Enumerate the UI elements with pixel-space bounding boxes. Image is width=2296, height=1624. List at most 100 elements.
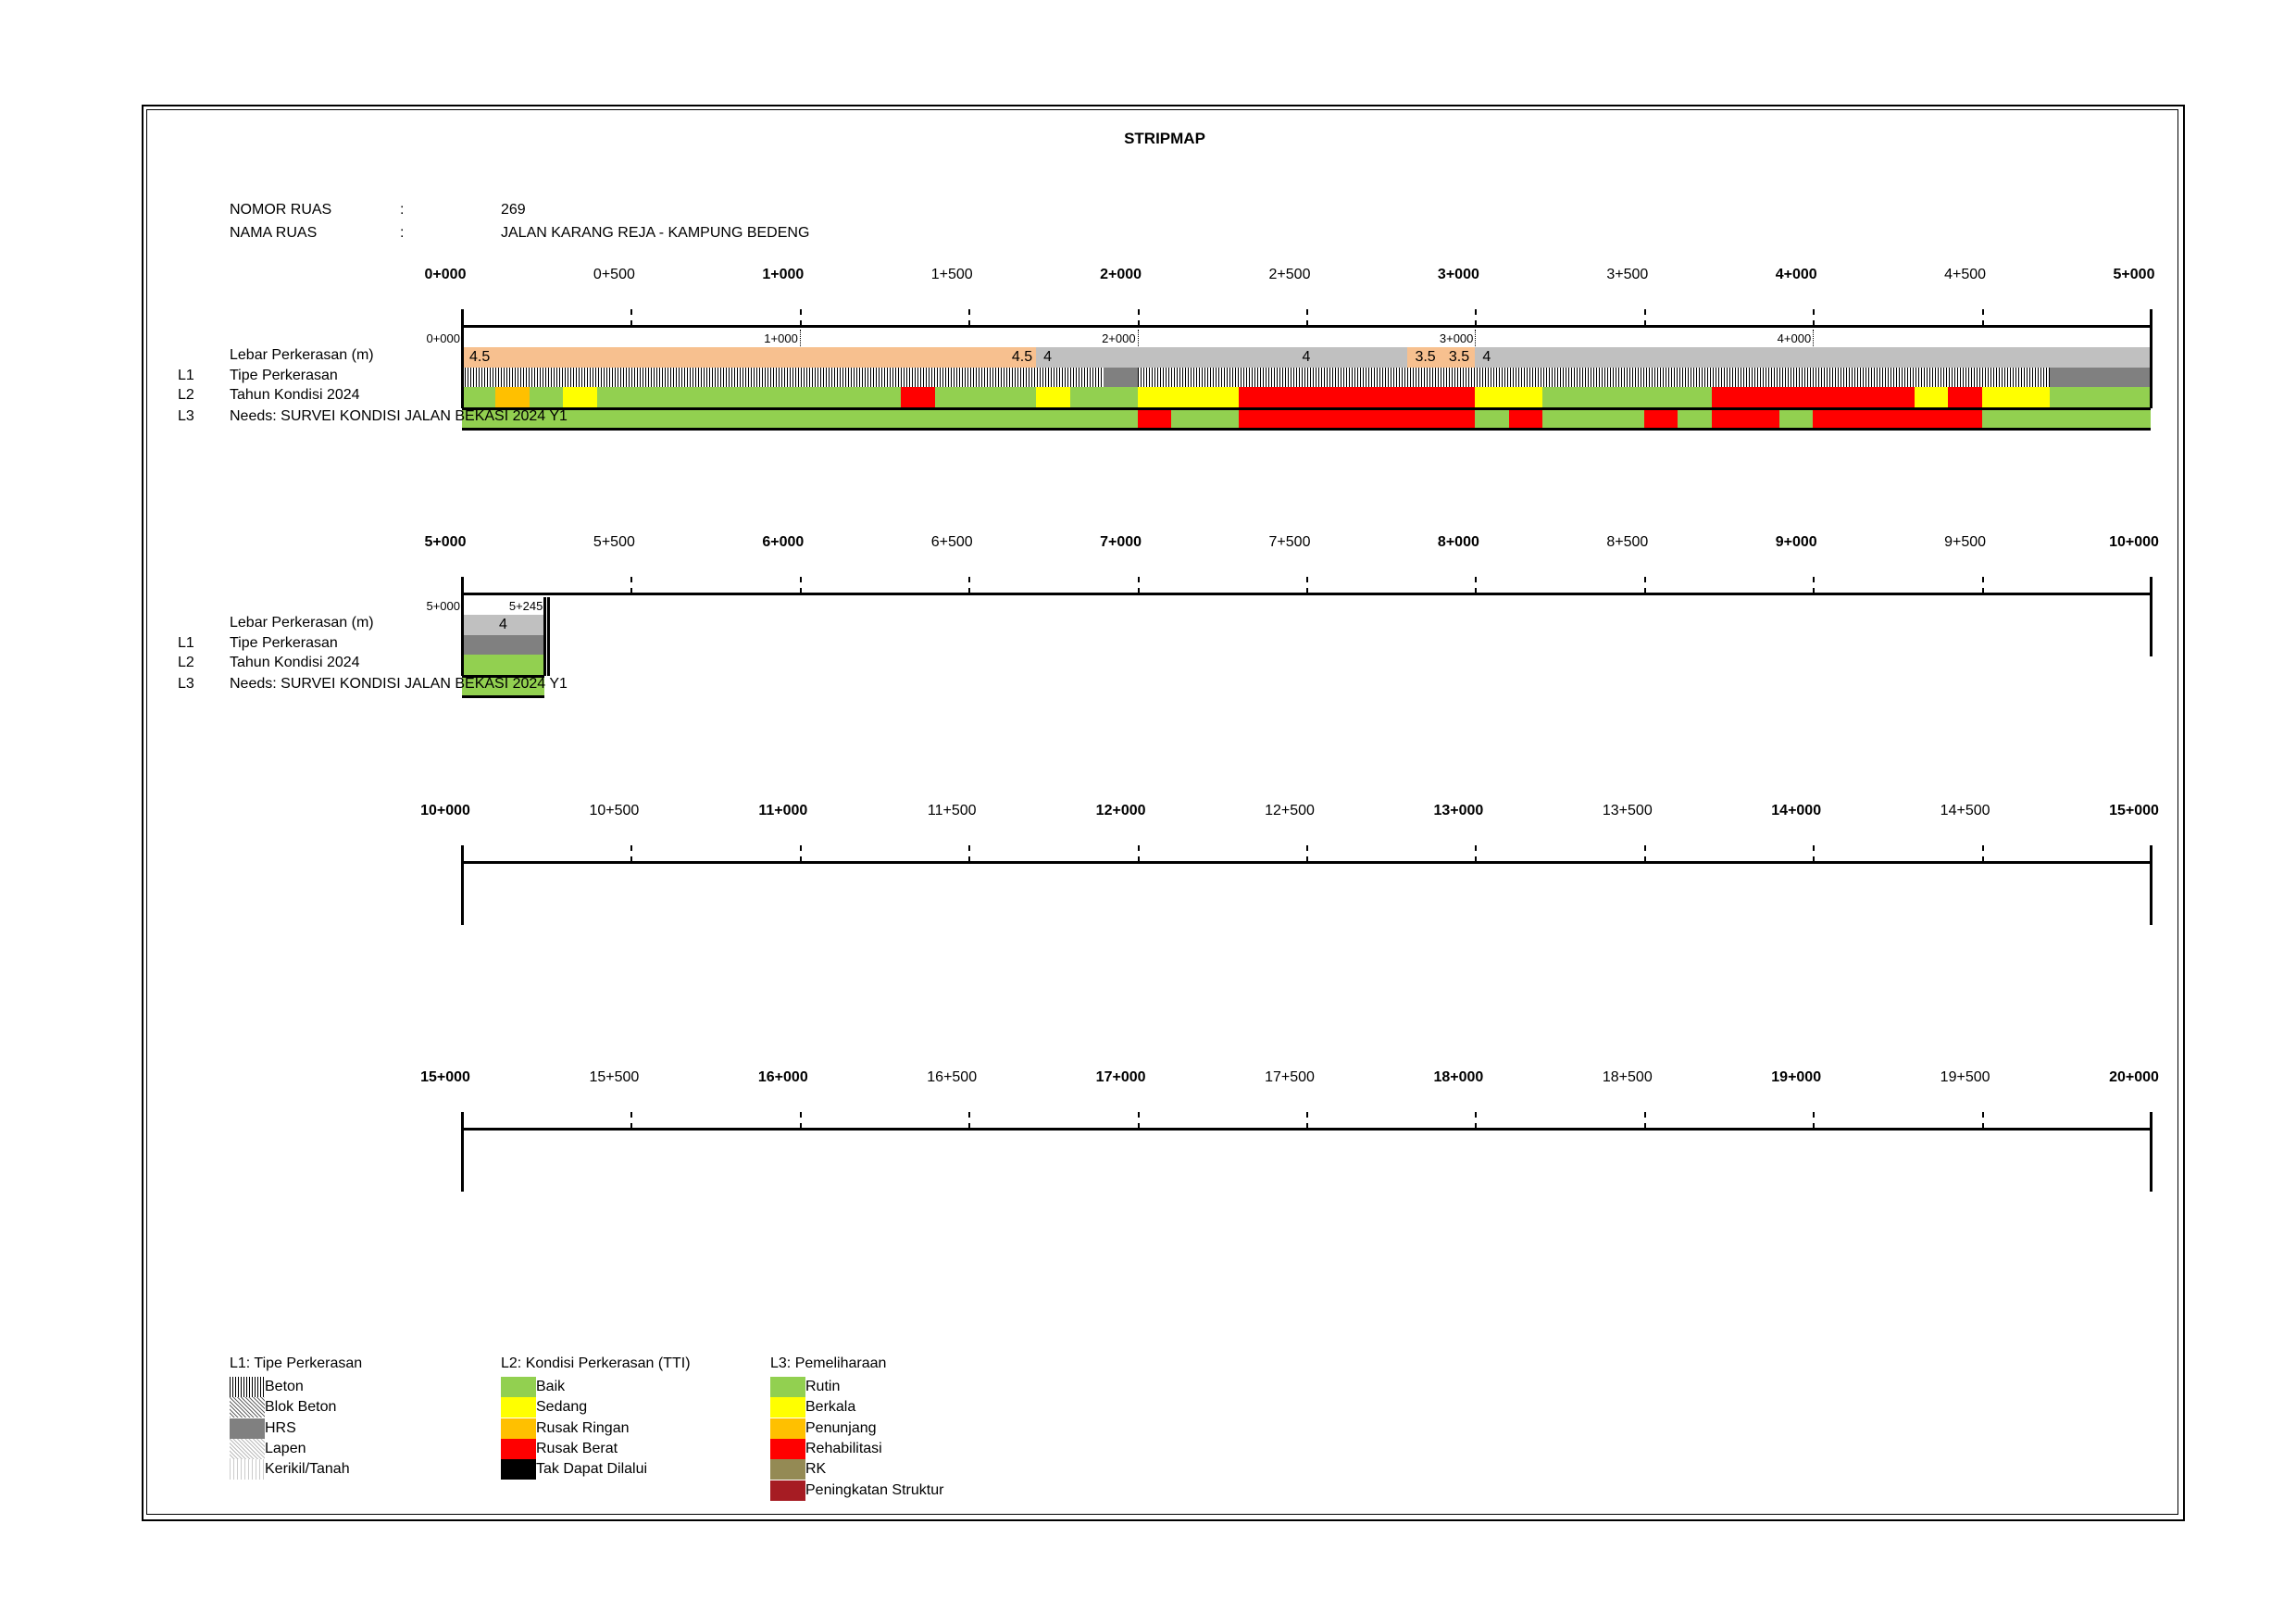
maintenance-segment xyxy=(462,409,1138,428)
km-label: 1+000 xyxy=(762,267,805,282)
condition-segment xyxy=(1914,387,1949,407)
pavement-type-segment xyxy=(1104,368,1138,387)
km-label: 3+500 xyxy=(1606,267,1649,282)
km-label: 18+000 xyxy=(1433,1069,1484,1085)
km-tick xyxy=(1813,309,1816,326)
width-segment xyxy=(1407,347,1441,368)
km-label: 6+000 xyxy=(762,534,805,550)
km-label: 12+000 xyxy=(1095,803,1146,818)
maintenance-segment xyxy=(462,677,545,695)
legend-label: Baik xyxy=(536,1379,566,1394)
l3-bottom-border xyxy=(462,428,2151,431)
km-label: 10+500 xyxy=(589,803,640,818)
legend-swatch-sedang xyxy=(501,1397,536,1418)
condition-segment xyxy=(934,387,1037,407)
maintenance-segment xyxy=(1239,409,1476,428)
width-value: 4 xyxy=(1302,349,1311,365)
km-tick xyxy=(968,1112,971,1129)
km-label: 8+500 xyxy=(1606,534,1649,550)
chainage-marker xyxy=(1813,330,1815,348)
condition-segment xyxy=(1036,387,1070,407)
width-segment xyxy=(462,347,1037,368)
km-tick xyxy=(1981,845,1984,862)
axis-end-line xyxy=(2150,1112,2152,1192)
chainage-label: 3+000 xyxy=(1439,331,1474,345)
legend-label: Rutin xyxy=(805,1379,841,1394)
condition-segment xyxy=(1542,387,1712,407)
km-tick xyxy=(1813,577,1816,593)
row-label-l3: Needs: SURVEI KONDISI JALAN BEKASI 2024 … xyxy=(230,408,568,424)
legend-label: Penunjang xyxy=(805,1419,877,1436)
km-label: 12+500 xyxy=(1265,803,1315,818)
width-value: 4.5 xyxy=(1011,349,1033,365)
km-tick xyxy=(1981,577,1984,593)
km-tick xyxy=(630,577,633,593)
axis-line xyxy=(462,861,2152,864)
width-segment xyxy=(1036,347,1408,368)
km-label: 15+000 xyxy=(2109,803,2159,818)
km-label: 5+000 xyxy=(424,534,467,550)
legend-label: Rehabilitasi xyxy=(805,1440,882,1456)
km-label: 2+500 xyxy=(1268,267,1311,282)
km-tick xyxy=(1643,845,1646,862)
legend-label: HRS xyxy=(265,1419,296,1436)
chainage-label: 0+000 xyxy=(426,331,460,345)
axis-start-line xyxy=(461,1112,464,1192)
maintenance-segment xyxy=(1778,409,1814,428)
condition-segment xyxy=(495,387,530,407)
pavement-type-segment xyxy=(462,368,1104,387)
condition-segment xyxy=(462,655,545,675)
legend-label: Lapen xyxy=(265,1440,306,1456)
condition-segment xyxy=(2049,387,2151,407)
row-code-l2: L2 xyxy=(178,655,194,670)
km-label: 16+500 xyxy=(927,1069,978,1085)
axis-end-line xyxy=(2150,577,2152,656)
km-tick xyxy=(1306,1112,1308,1129)
maintenance-segment xyxy=(1475,409,1509,428)
axis-line xyxy=(462,325,2152,328)
km-tick xyxy=(799,1112,802,1129)
legend-label: Beton xyxy=(265,1379,304,1394)
km-tick xyxy=(1981,309,1984,326)
axis-line xyxy=(462,1128,2152,1131)
nomor-ruas-label: NOMOR RUAS xyxy=(230,202,332,218)
km-tick xyxy=(1306,845,1308,862)
pavement-type-segment xyxy=(1137,368,2050,387)
row-label-l2: Tahun Kondisi 2024 xyxy=(230,387,360,403)
width-value: 3.5 xyxy=(1415,349,1436,365)
km-label: 17+500 xyxy=(1265,1069,1315,1085)
legend-swatch-penunjang xyxy=(770,1418,805,1439)
km-label: 16+000 xyxy=(757,1069,808,1085)
km-tick xyxy=(968,309,971,326)
km-tick xyxy=(630,845,633,862)
chainage-label: 5+000 xyxy=(426,599,460,613)
km-label: 17+000 xyxy=(1095,1069,1146,1085)
km-label: 13+500 xyxy=(1602,803,1653,818)
km-tick xyxy=(1981,1112,1984,1129)
km-tick xyxy=(1137,309,1140,326)
row-label-l2: Tahun Kondisi 2024 xyxy=(230,655,360,670)
l3-top-border xyxy=(462,675,545,678)
km-label: 8+000 xyxy=(1437,534,1479,550)
row-code-l3: L3 xyxy=(178,676,194,692)
km-label: 15+000 xyxy=(420,1069,470,1085)
km-tick xyxy=(968,577,971,593)
legend-swatch-baik xyxy=(501,1377,536,1397)
km-label: 11+500 xyxy=(927,803,977,818)
legend-label: Sedang xyxy=(536,1399,588,1416)
axis-start-line xyxy=(461,845,464,925)
km-label: 14+000 xyxy=(1771,803,1822,818)
km-label: 0+500 xyxy=(593,267,635,282)
legend-swatch-beton xyxy=(230,1377,265,1397)
condition-segment xyxy=(1069,387,1138,407)
km-label: 10+000 xyxy=(2109,534,2159,550)
km-tick xyxy=(1475,577,1478,593)
width-segment xyxy=(462,615,545,635)
legend-swatch-lapen xyxy=(230,1438,265,1459)
width-value: 4.5 xyxy=(469,349,491,365)
chainage-marker xyxy=(462,330,463,348)
l3-bottom-border xyxy=(462,695,545,698)
legend-swatch-peningkatan-struktur xyxy=(770,1480,805,1501)
chainage-marker xyxy=(1137,330,1139,348)
legend-label: Tak Dapat Dilalui xyxy=(536,1461,648,1478)
